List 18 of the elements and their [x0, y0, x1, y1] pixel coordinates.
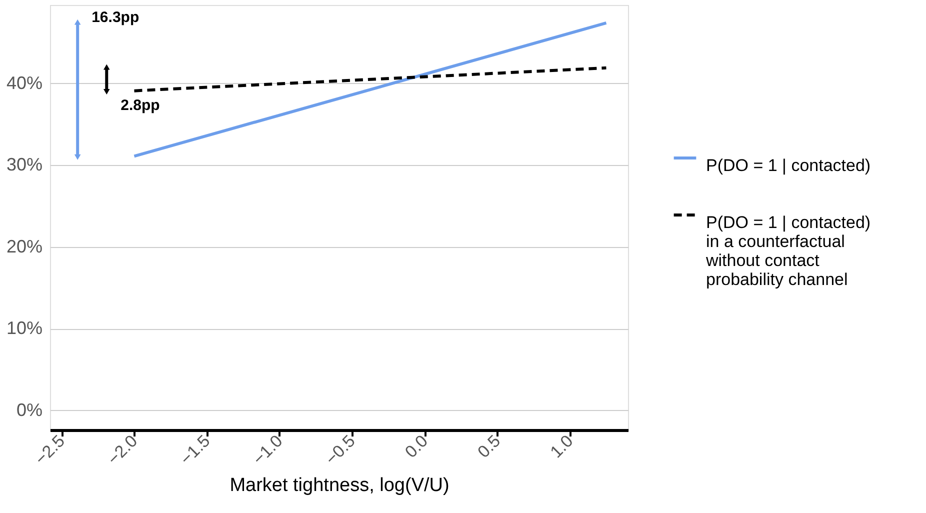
x-tick-label: −0.5 — [322, 431, 359, 469]
y-tick-label: 0% — [16, 400, 42, 420]
x-tick-label: −1.5 — [176, 431, 214, 469]
x-tick-label: 0.0 — [401, 431, 432, 462]
x-tick-label: −2.0 — [104, 431, 142, 469]
legend-label: P(DO = 1 | contacted) in a counterfactual without contact probability channel — [705, 213, 871, 289]
y-tick-label: 30% — [6, 154, 42, 175]
x-axis-title: Market tightness, log(V/U) — [230, 474, 450, 496]
y-tick-label: 40% — [6, 72, 42, 93]
legend-label: P(DO = 1 | contacted) — [706, 156, 871, 175]
x-tick-label: −2.5 — [31, 431, 68, 469]
y-tick-label: 20% — [6, 236, 42, 256]
annotation: 2.8pp — [120, 96, 160, 114]
x-tick-label: 0.5 — [474, 431, 504, 462]
y-tick-label: 10% — [6, 318, 42, 338]
x-tick-label: 1.0 — [546, 431, 577, 462]
annotation: 16.3pp — [92, 8, 140, 26]
x-tick-label: −1.0 — [249, 431, 286, 469]
